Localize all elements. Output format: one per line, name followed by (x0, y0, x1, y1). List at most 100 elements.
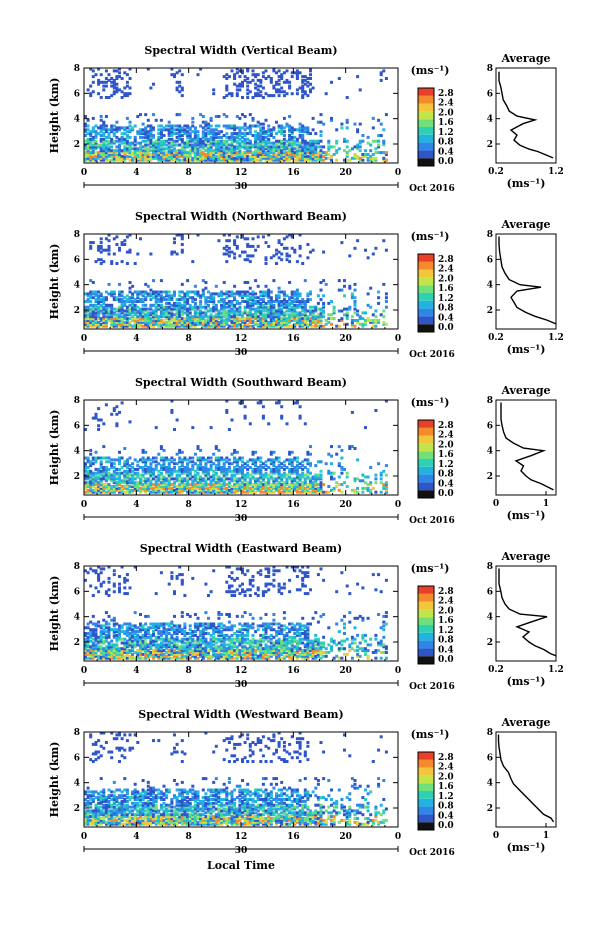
heatmap-cell (108, 96, 111, 99)
heatmap-cell (92, 569, 95, 572)
x-tick-label: 0 (395, 168, 401, 178)
heatmap-cell (296, 260, 299, 263)
heatmap-cell (244, 281, 247, 284)
heatmap-cell (126, 235, 129, 238)
heatmap-cell (129, 87, 132, 90)
heatmap-cell (272, 458, 275, 461)
heatmap-cell (126, 470, 129, 473)
heatmap-cell (191, 121, 194, 124)
heatmap-cell (301, 94, 304, 97)
heatmap-cell (123, 447, 126, 450)
heatmap-cell (165, 144, 168, 147)
heatmap-cell (217, 130, 220, 133)
heatmap-cell (286, 477, 289, 480)
heatmap-cell (173, 466, 176, 469)
heatmap-cell (115, 296, 118, 299)
heatmap-cell (346, 151, 349, 154)
heatmap-cell (97, 419, 100, 422)
heatmap-cell (270, 94, 273, 97)
heatmap-cell (233, 83, 236, 86)
heatmap-cell (236, 92, 239, 95)
heatmap-cell (110, 485, 113, 488)
heatmap-cell (123, 296, 126, 299)
heatmap-cell (244, 151, 247, 154)
heatmap-cell (210, 426, 213, 429)
heatmap-cell (173, 251, 176, 254)
heatmap-cell (348, 149, 351, 152)
heatmap-cell (105, 69, 108, 72)
heatmap-cell (207, 468, 210, 471)
heatmap-cell (380, 71, 383, 74)
heatmap-cell (225, 460, 228, 463)
heatmap-cell (142, 291, 145, 294)
heatmap-cell (100, 419, 103, 422)
heatmap-cell (149, 149, 152, 152)
heatmap-cell (202, 466, 205, 469)
heatmap-cell (359, 315, 362, 318)
y-tick-label: 6 (74, 89, 80, 99)
date-label: Oct 2016 (409, 516, 455, 526)
heatmap-cell (249, 254, 252, 257)
heatmap-cell (377, 296, 380, 299)
heatmap-cell (102, 260, 105, 263)
heatmap-cell (275, 477, 278, 480)
heatmap-cell (262, 96, 265, 99)
heatmap-cell (212, 296, 215, 299)
heatmap-cell (97, 424, 100, 427)
heatmap-cell (367, 292, 370, 295)
heatmap-cell (202, 115, 205, 118)
heatmap-cell (121, 485, 124, 488)
heatmap-cell (163, 449, 166, 452)
heatmap-cell (275, 262, 278, 265)
heatmap-cell (194, 483, 197, 486)
heatmap-cell (115, 140, 118, 143)
colorbar-tick-label: 0.4 (438, 313, 454, 323)
heatmap-cell (304, 79, 307, 82)
heatmap-cell (102, 121, 105, 124)
heatmap-cell (144, 458, 147, 461)
heatmap-cell (267, 422, 270, 425)
heatmap-cell (87, 298, 90, 301)
heatmap-cell (367, 256, 370, 259)
heatmap-cell (191, 457, 194, 460)
heatmap-cell (178, 113, 181, 116)
heatmap-cell (142, 123, 145, 126)
heatmap-cell (199, 457, 202, 460)
heatmap-cell (115, 87, 118, 90)
heatmap-cell (126, 81, 129, 84)
heatmap-cell (382, 157, 385, 160)
heatmap-cell (259, 464, 262, 467)
heatmap-cell (210, 292, 213, 295)
heatmap-cell (249, 245, 252, 248)
heatmap-cell (228, 92, 231, 95)
heatmap-cell (126, 294, 129, 297)
heatmap-cell (102, 445, 105, 448)
heatmap-cell (217, 239, 220, 242)
heatmap-cell (197, 457, 200, 460)
heatmap-cell (170, 487, 173, 490)
heatmap-cells (84, 400, 388, 494)
heatmap-cell (291, 451, 294, 454)
heatmap-cell (262, 123, 265, 126)
heatmap-cell (364, 153, 367, 156)
heatmap-cell (118, 71, 121, 74)
heatmap-cell (348, 445, 351, 448)
heatmap-cell (249, 125, 252, 128)
average-title: Average (500, 218, 550, 231)
heatmap-cell (142, 136, 145, 139)
heatmap-cell (189, 126, 192, 129)
heatmap-cell (262, 466, 265, 469)
heatmap-cell (157, 304, 160, 307)
heatmap-cell (377, 462, 380, 465)
heatmap-cell (136, 464, 139, 467)
heatmap-cell (129, 159, 132, 162)
colorbar-segment (418, 262, 434, 270)
heatmap-cell (191, 291, 194, 294)
heatmap-cell (301, 125, 304, 128)
heatmap-cell (123, 300, 126, 303)
heatmap-cell (259, 294, 262, 297)
heatmap-cell (262, 415, 265, 418)
heatmap-cell (267, 128, 270, 131)
heatmap-cell (270, 458, 273, 461)
